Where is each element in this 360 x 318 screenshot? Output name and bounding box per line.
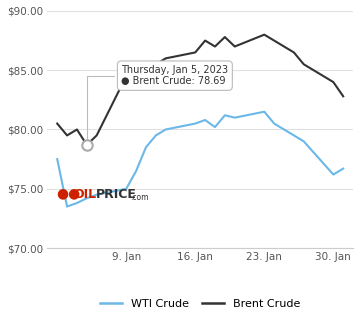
Text: PRICE: PRICE xyxy=(96,188,137,201)
Text: .com: .com xyxy=(130,193,148,202)
Text: ●●: ●● xyxy=(57,187,81,201)
Text: OIL: OIL xyxy=(73,188,96,201)
Text: Thursday, Jan 5, 2023
● Brent Crude: 78.69: Thursday, Jan 5, 2023 ● Brent Crude: 78.… xyxy=(87,65,229,142)
Legend: WTI Crude, Brent Crude: WTI Crude, Brent Crude xyxy=(95,295,305,314)
